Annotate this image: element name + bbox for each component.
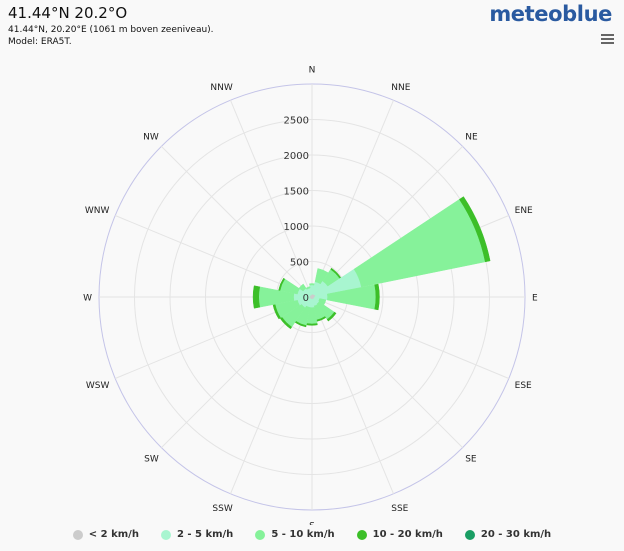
grid-spoke [311, 146, 463, 298]
direction-label-N: N [309, 66, 316, 76]
wedge-WSW-series-3 [272, 304, 281, 320]
legend-label: 10 - 20 km/h [372, 529, 443, 540]
direction-label-WNW: WNW [85, 206, 110, 216]
radial-tick-label: 1500 [284, 187, 309, 198]
wedge-E-series-3 [374, 283, 380, 311]
grid-spoke [311, 100, 394, 298]
radial-tick-label: 500 [290, 258, 309, 269]
wedge-NW-series-2 [298, 283, 307, 292]
wedge-NE-series-3 [330, 267, 342, 279]
direction-label-E: E [532, 294, 538, 304]
grid-spoke [230, 100, 313, 298]
direction-label-S: S [309, 522, 315, 526]
legend-dot [160, 529, 171, 540]
radial-tick-label: 1000 [284, 222, 309, 233]
direction-label-NE: NE [465, 132, 478, 142]
direction-label-SE: SE [465, 455, 477, 465]
page-title: 41.44°N 20.2°O [8, 4, 128, 22]
wedge-WNW-series-3 [278, 277, 286, 291]
location-line: 41.44°N, 20.20°E (1061 m boven zeeniveau… [8, 25, 214, 35]
radial-tick-label: 2000 [284, 151, 309, 162]
wedge-NNW-series-2 [305, 286, 311, 290]
direction-label-NNW: NNW [210, 83, 232, 93]
legend-dot [72, 529, 83, 540]
grid-spoke [311, 296, 394, 494]
direction-label-SSE: SSE [391, 504, 408, 514]
wedge-SE-series-3 [326, 311, 337, 322]
grid-spoke [311, 296, 509, 379]
direction-label-SW: SW [144, 455, 159, 465]
legend-item[interactable]: 2 - 5 km/h [160, 529, 234, 540]
legend-label: 5 - 10 km/h [271, 529, 335, 540]
wedge-ENE-series-3 [459, 196, 491, 263]
legend-label: < 2 km/h [88, 529, 139, 540]
direction-label-ESE: ESE [515, 381, 532, 391]
wedge-SW-series-3 [279, 316, 293, 330]
wedge-S-series-3 [306, 323, 318, 326]
legend-item[interactable]: 10 - 20 km/h [356, 529, 443, 540]
meteoblue-logo[interactable]: meteoblue [489, 2, 612, 26]
grid-spoke [161, 146, 313, 298]
legend-item[interactable]: 5 - 10 km/h [255, 529, 335, 540]
direction-label-W: W [83, 294, 92, 304]
legend-item[interactable]: < 2 km/h [72, 529, 139, 540]
direction-label-SSW: SSW [212, 504, 232, 514]
legend-label: 20 - 30 km/h [480, 529, 552, 540]
radial-tick-label: 0 [303, 293, 309, 304]
chart-legend: < 2 km/h 2 - 5 km/h 5 - 10 km/h 10 - 20 km/… [0, 529, 624, 540]
grid-spoke [230, 296, 313, 494]
direction-label-WSW: WSW [86, 381, 110, 391]
location-subtitle: 41.44°N, 20.20°E (1061 m boven zeeniveau… [8, 24, 214, 48]
legend-dot [464, 529, 475, 540]
wedge-N-series-2 [309, 283, 315, 286]
wedge-W-series-3 [252, 285, 261, 309]
menu-icon[interactable] [601, 34, 614, 45]
direction-label-ENE: ENE [515, 206, 533, 216]
wind-rose-chart: 05001000150020002500NNNENEENEEESESESSESS… [83, 66, 538, 526]
radial-tick-label: 2500 [284, 116, 309, 127]
legend-item[interactable]: 20 - 30 km/h [464, 529, 552, 540]
direction-label-NW: NW [143, 132, 159, 142]
direction-label-NNE: NNE [391, 83, 410, 93]
legend-dot [356, 529, 367, 540]
grid-spoke [115, 215, 313, 298]
model-line: Model: ERA5T. [8, 37, 72, 47]
legend-label: 2 - 5 km/h [176, 529, 234, 540]
grid-spoke [311, 296, 463, 448]
legend-dot [255, 529, 266, 540]
